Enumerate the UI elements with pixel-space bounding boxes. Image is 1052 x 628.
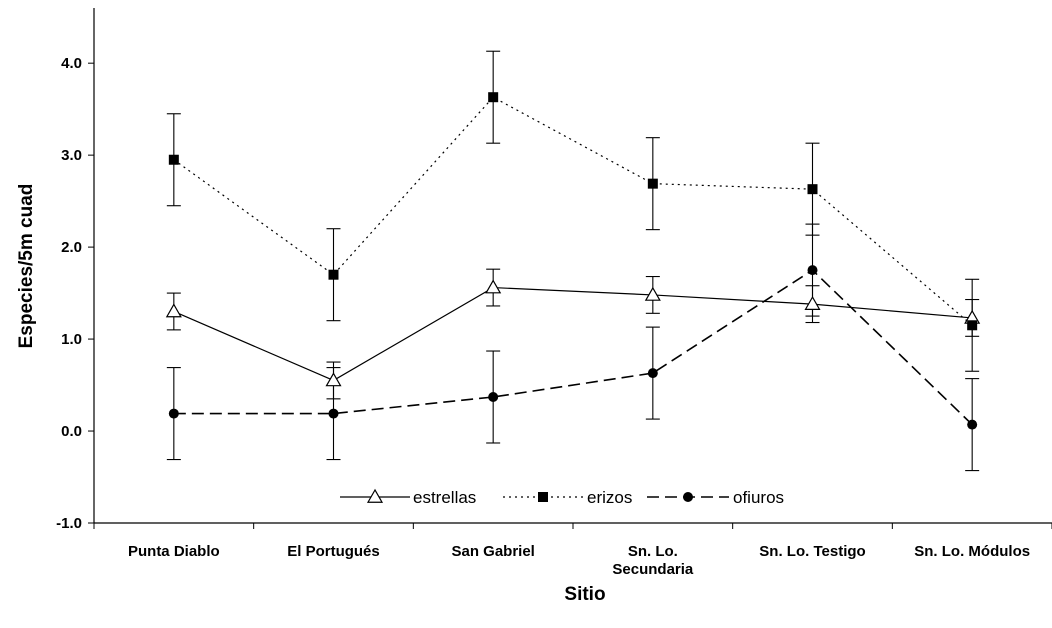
legend-label-ofiuros: ofiuros bbox=[733, 488, 784, 507]
data-point-erizos bbox=[488, 92, 499, 103]
data-point-ofiuros bbox=[647, 368, 658, 379]
data-point-estrellas bbox=[485, 279, 502, 294]
y-tick-label: 0.0 bbox=[61, 423, 82, 440]
data-point-estrellas bbox=[644, 286, 661, 301]
data-point-ofiuros bbox=[488, 392, 499, 403]
x-tick-label: El Portugués bbox=[287, 543, 380, 560]
x-tick-label: Sn. Lo. Módulos bbox=[914, 543, 1030, 560]
series-line-ofiuros bbox=[173, 269, 973, 426]
series-markers bbox=[165, 92, 981, 430]
y-tick-label: 4.0 bbox=[61, 55, 82, 72]
data-point-ofiuros bbox=[967, 419, 978, 430]
y-tick-label: 1.0 bbox=[61, 331, 82, 348]
series-line-erizos bbox=[173, 96, 973, 326]
x-tick-label: San Gabriel bbox=[451, 543, 534, 560]
y-tick-label: 3.0 bbox=[61, 147, 82, 164]
legend-marker-ofiuros bbox=[683, 492, 693, 502]
legend-label-erizos: erizos bbox=[587, 488, 632, 507]
series-line-estrellas bbox=[173, 286, 973, 382]
y-tick-label: -1.0 bbox=[56, 515, 82, 532]
y-axis-title: Especies/5m cuad bbox=[16, 184, 37, 349]
data-point-erizos bbox=[647, 178, 658, 189]
series-lines bbox=[173, 96, 973, 426]
x-tick-label: Sn. Lo. Testigo bbox=[759, 543, 865, 560]
y-tick-label: 2.0 bbox=[61, 239, 82, 256]
x-tick-label: Sn. Lo. Secundaria bbox=[612, 543, 694, 578]
data-point-erizos bbox=[168, 154, 179, 165]
data-point-erizos bbox=[807, 184, 818, 195]
data-point-estrellas bbox=[325, 372, 342, 387]
data-point-erizos bbox=[967, 320, 978, 331]
data-point-erizos bbox=[328, 269, 339, 280]
legend-label-estrellas: estrellas bbox=[413, 488, 476, 507]
legend-marker-estrellas bbox=[366, 488, 384, 503]
data-point-estrellas bbox=[165, 303, 182, 318]
data-point-ofiuros bbox=[168, 408, 179, 419]
data-point-estrellas bbox=[804, 295, 821, 310]
error-bars bbox=[166, 50, 980, 472]
data-point-ofiuros bbox=[328, 408, 339, 419]
legend-marker-erizos bbox=[538, 492, 548, 502]
x-tick-label: Punta Diablo bbox=[128, 543, 220, 560]
legend: estrellas erizos ofiuros bbox=[340, 488, 784, 507]
axes: -1.0 0.0 1.0 2.0 3.0 4.0 Punta Diablo El Portug… bbox=[56, 8, 1052, 578]
data-point-ofiuros bbox=[807, 265, 818, 276]
x-axis-title: Sitio bbox=[564, 584, 605, 605]
